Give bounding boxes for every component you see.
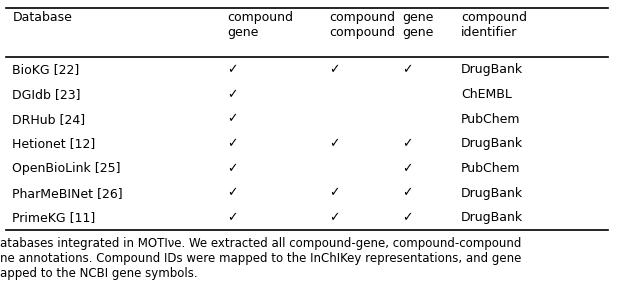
Text: PrimeKG [11]: PrimeKG [11] — [12, 211, 95, 224]
Text: ✓: ✓ — [329, 137, 339, 150]
Text: ✓: ✓ — [227, 211, 238, 224]
Text: OpenBioLink [25]: OpenBioLink [25] — [12, 162, 121, 175]
Text: DrugBank: DrugBank — [461, 187, 523, 200]
Text: DGIdb [23]: DGIdb [23] — [12, 88, 81, 101]
Text: ✓: ✓ — [329, 187, 339, 200]
Text: ✓: ✓ — [227, 88, 238, 101]
Text: ✓: ✓ — [329, 63, 339, 76]
Text: gene
gene: gene gene — [403, 11, 434, 39]
Text: compound
gene: compound gene — [227, 11, 293, 39]
Text: atabases integrated in MOTIνe. We extracted all compound-gene, compound-compound: atabases integrated in MOTIνe. We extrac… — [0, 237, 522, 280]
Text: ✓: ✓ — [403, 162, 413, 175]
Text: ✓: ✓ — [227, 63, 238, 76]
Text: BioKG [22]: BioKG [22] — [12, 63, 79, 76]
Text: compound
identifier: compound identifier — [461, 11, 527, 39]
Text: DrugBank: DrugBank — [461, 63, 523, 76]
Text: ✓: ✓ — [227, 113, 238, 126]
Text: ✓: ✓ — [227, 187, 238, 200]
Text: DrugBank: DrugBank — [461, 211, 523, 224]
Text: ChEMBL: ChEMBL — [461, 88, 512, 101]
Text: Hetionet [12]: Hetionet [12] — [12, 137, 95, 150]
Text: ✓: ✓ — [403, 137, 413, 150]
Text: ✓: ✓ — [227, 137, 238, 150]
Text: PharMeBINet [26]: PharMeBINet [26] — [12, 187, 123, 200]
Text: compound
compound: compound compound — [329, 11, 395, 39]
Text: ✓: ✓ — [329, 211, 339, 224]
Text: Database: Database — [12, 11, 72, 24]
Text: ✓: ✓ — [403, 211, 413, 224]
Text: PubChem: PubChem — [461, 162, 520, 175]
Text: ✓: ✓ — [403, 187, 413, 200]
Text: ✓: ✓ — [227, 162, 238, 175]
Text: PubChem: PubChem — [461, 113, 520, 126]
Text: ✓: ✓ — [403, 63, 413, 76]
Text: DrugBank: DrugBank — [461, 137, 523, 150]
Text: DRHub [24]: DRHub [24] — [12, 113, 85, 126]
